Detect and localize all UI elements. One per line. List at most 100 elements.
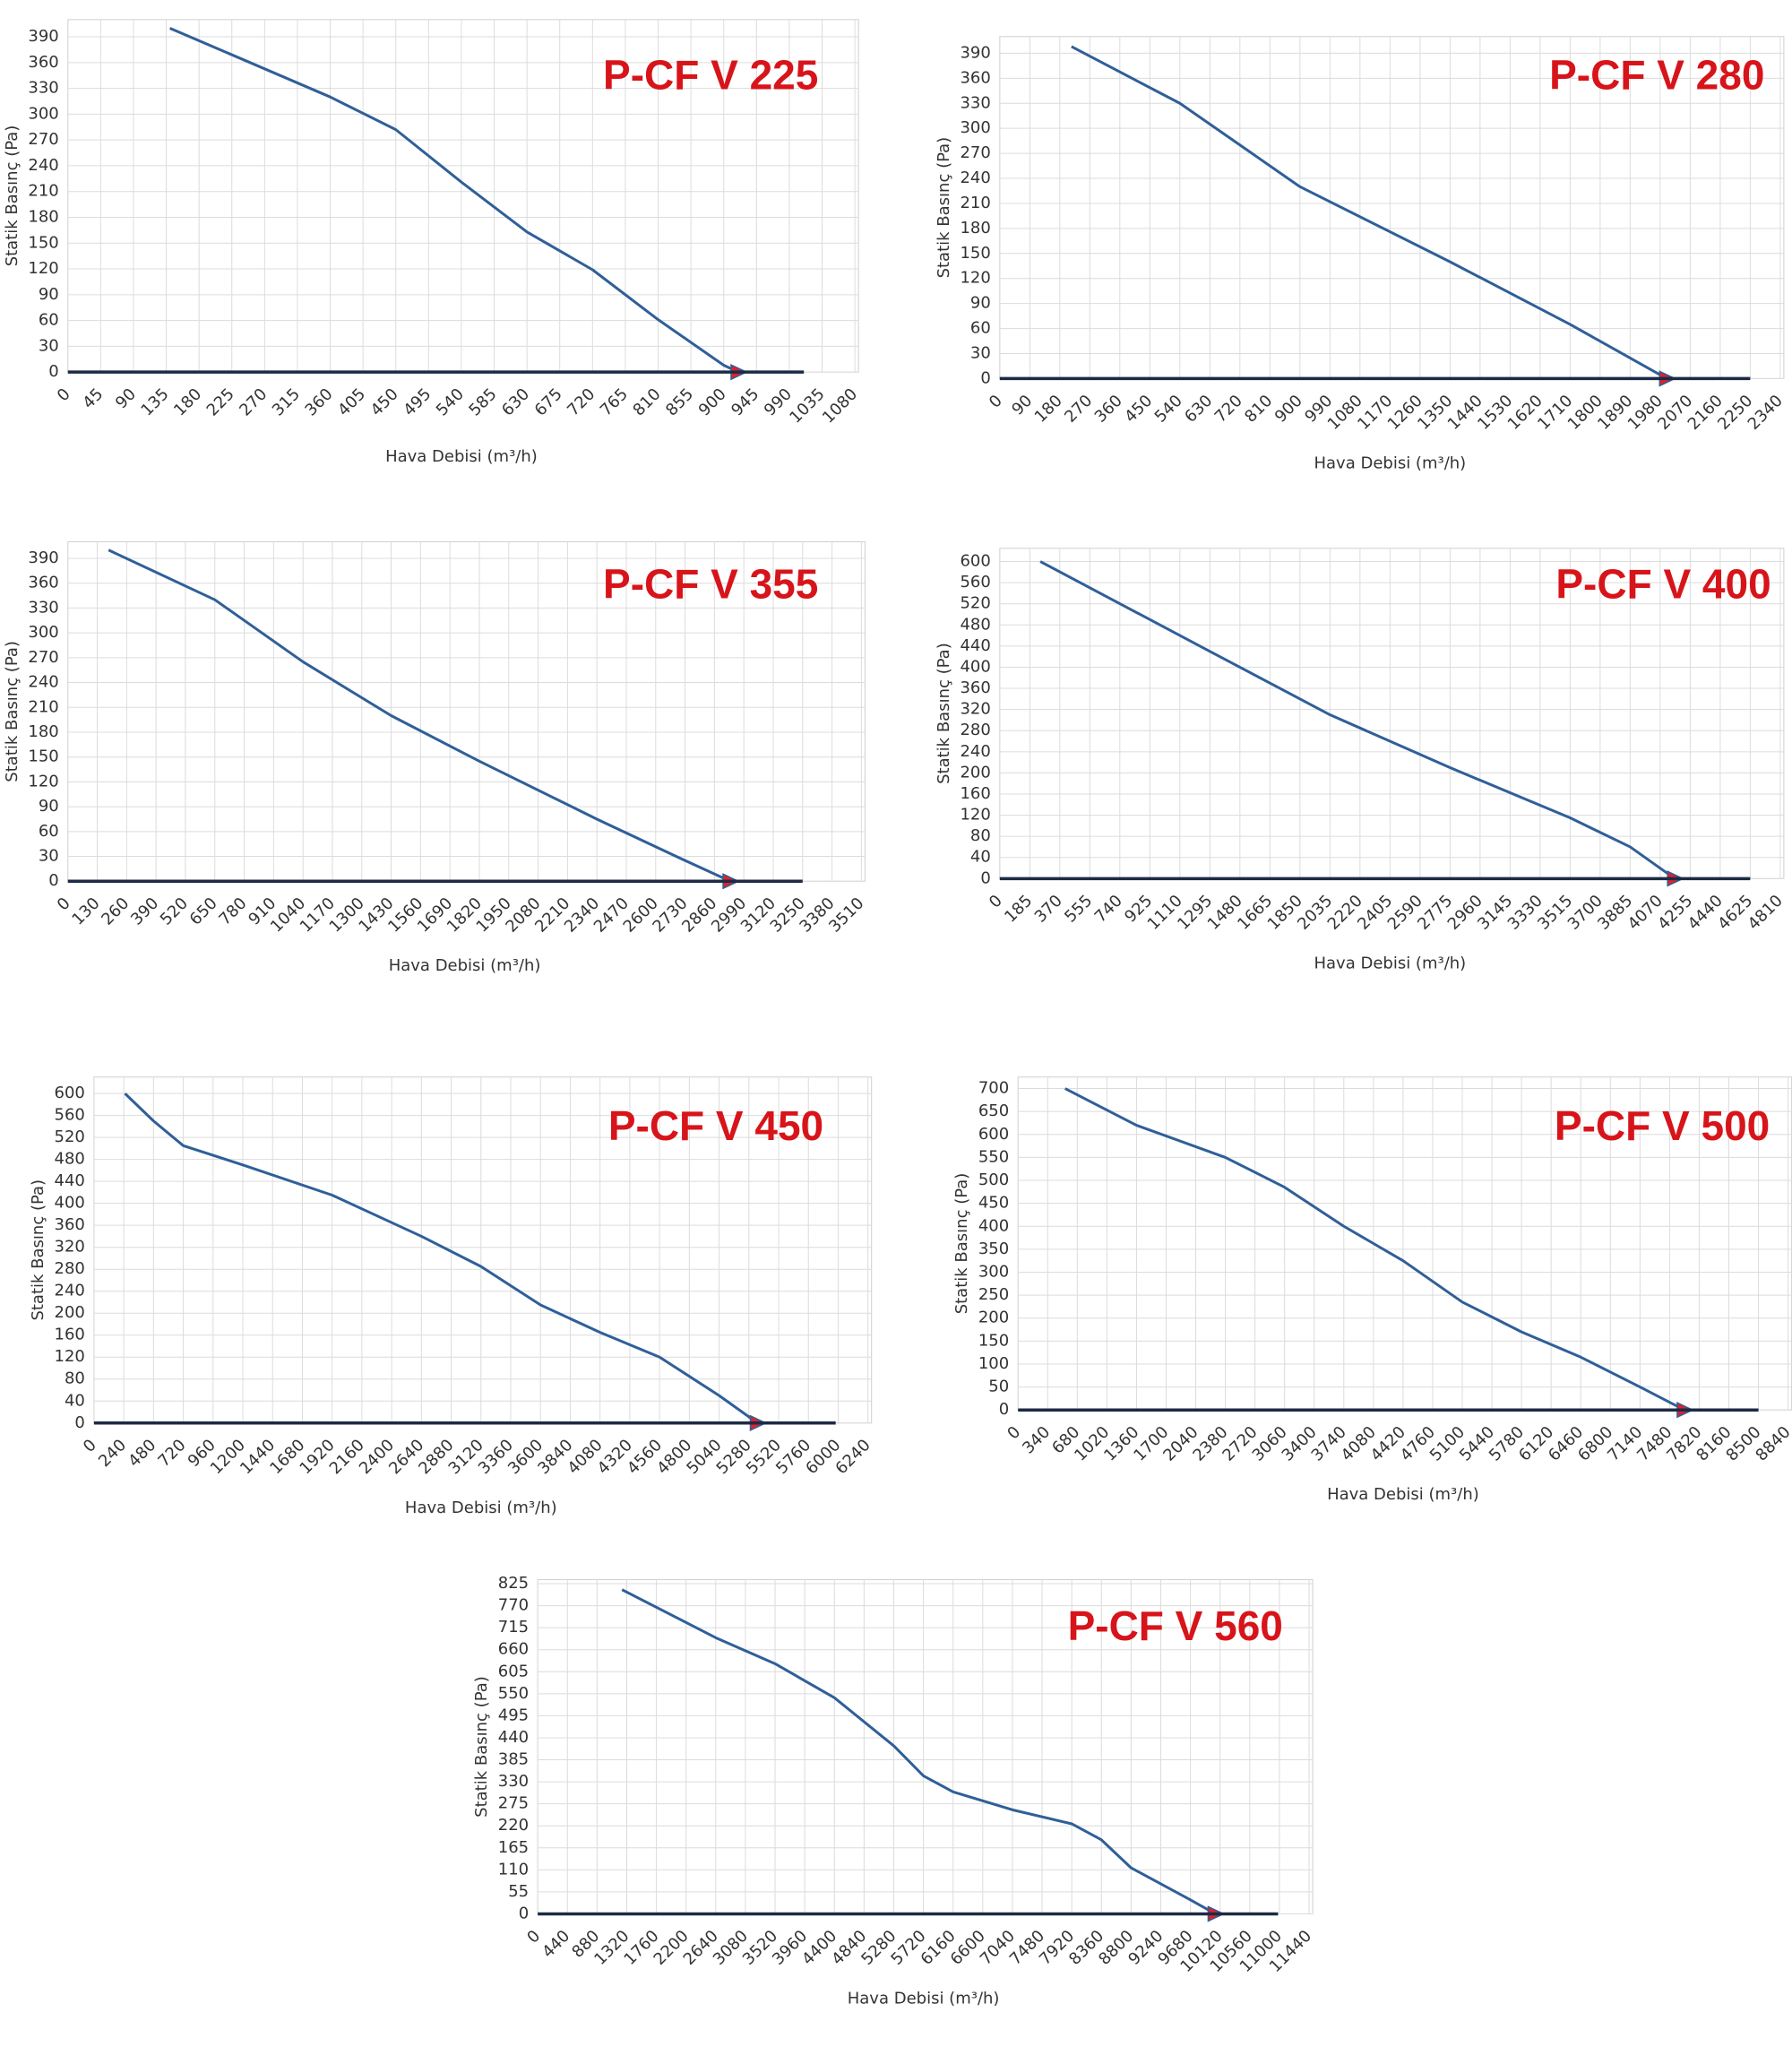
y-tick-label: 390 [28,27,58,46]
x-tick-label: 650 [186,894,221,928]
x-tick-label: 180 [170,384,205,419]
y-tick-label: 220 [498,1816,529,1835]
y-tick-label: 275 [498,1794,529,1813]
x-tick-label: 675 [531,384,566,419]
plot-area [67,19,859,373]
y-tick-label: 480 [55,1150,85,1169]
y-tick-label: 320 [55,1238,85,1257]
x-tick-label: 185 [1001,892,1036,927]
x-tick-label: 90 [112,384,140,412]
y-tick-label: 55 [508,1882,529,1901]
y-tick-label: 30 [39,336,59,355]
y-tick-label: 360 [28,53,58,72]
chart-title: P-CF V 280 [1549,52,1764,99]
y-tick-label: 180 [28,722,58,741]
x-tick-label: 740 [1091,892,1126,927]
y-axis-label: Statik Basınç (Pa) [3,125,22,267]
y-tick-label: 400 [960,657,990,676]
y-tick-label: 300 [28,623,58,642]
y-tick-label: 280 [960,721,990,739]
x-tick-label: 900 [1271,392,1306,427]
y-tick-label: 560 [55,1106,85,1125]
y-tick-label: 120 [28,259,58,278]
y-tick-label: 440 [498,1728,529,1747]
x-tick-label: 260 [98,894,133,928]
y-tick-label: 30 [39,847,59,866]
y-tick-label: 440 [55,1171,85,1190]
x-tick-label: 0 [986,392,1006,412]
chart-title: P-CF V 355 [603,561,818,608]
x-tick-label: 855 [662,384,697,419]
curve [1071,45,1668,380]
y-tick-label: 700 [978,1079,1009,1098]
x-axis-label: Hava Debisi (m³/h) [1314,954,1466,972]
x-tick-label: 270 [1061,392,1096,427]
y-tick-label: 0 [999,1400,1009,1419]
x-tick-label: 340 [1019,1422,1054,1457]
x-tick-label: 270 [236,384,271,419]
x-tick-label: 360 [301,384,336,419]
x-axis-label: Hava Debisi (m³/h) [1314,453,1466,472]
x-tick-label: 765 [597,384,632,419]
y-tick-label: 300 [960,118,990,137]
y-tick-label: 200 [55,1303,85,1322]
x-tick-label: 720 [1211,392,1246,427]
y-tick-label: 200 [960,763,990,782]
x-tick-label: 540 [433,384,468,419]
x-tick-label: 1035 [786,384,828,427]
x-tick-label: 450 [1121,392,1156,427]
y-tick-label: 240 [960,168,990,187]
y-tick-label: 150 [28,747,58,766]
x-tick-label: 555 [1061,892,1096,927]
y-tick-label: 390 [28,548,58,567]
chart-title: P-CF V 500 [1555,1102,1770,1149]
y-tick-label: 825 [498,1574,529,1593]
y-axis-label: Statik Basınç (Pa) [29,1179,47,1321]
y-tick-label: 240 [55,1282,85,1300]
y-tick-label: 0 [519,1904,529,1922]
y-tick-label: 120 [28,772,58,790]
x-tick-label: 360 [1091,392,1126,427]
curve [108,548,731,883]
y-tick-label: 0 [980,868,990,887]
y-tick-label: 360 [960,68,990,87]
y-tick-label: 660 [498,1640,529,1659]
plot-area [67,541,866,882]
x-tick-label: 390 [127,894,162,928]
x-tick-label: 8840 [1752,1422,1792,1464]
y-tick-label: 210 [28,697,58,716]
x-axis-label: Hava Debisi (m³/h) [405,1499,557,1517]
y-tick-label: 210 [28,182,58,201]
x-tick-label: 520 [157,894,192,928]
x-tick-label: 450 [367,384,402,419]
x-tick-label: 780 [215,894,250,928]
y-tick-label: 40 [65,1391,85,1410]
y-tick-label: 400 [978,1216,1009,1235]
y-tick-label: 600 [55,1084,85,1102]
x-tick-label: 4810 [1745,892,1787,934]
y-tick-label: 120 [55,1347,85,1366]
y-tick-label: 330 [498,1772,529,1791]
y-tick-label: 600 [978,1125,1009,1144]
y-tick-label: 605 [498,1662,529,1680]
curve [124,1093,759,1424]
y-tick-label: 330 [960,93,990,112]
y-axis-label: Statik Basınç (Pa) [935,137,953,279]
plot-area [93,1076,873,1424]
y-tick-label: 360 [960,678,990,697]
x-tick-label: 540 [1151,392,1186,427]
x-tick-label: 630 [498,384,533,419]
y-tick-label: 165 [498,1838,529,1857]
chart-title: P-CF V 450 [608,1102,823,1149]
y-axis-label: Statik Basınç (Pa) [935,643,953,784]
curve [621,1588,1217,1915]
y-tick-label: 320 [960,700,990,719]
y-tick-label: 150 [978,1331,1009,1350]
y-axis-label: Statik Basınç (Pa) [472,1676,491,1818]
chart-title: P-CF V 225 [603,52,818,99]
y-tick-label: 60 [39,311,59,330]
x-axis-label: Hava Debisi (m³/h) [848,1989,1000,2008]
y-tick-label: 385 [498,1750,529,1769]
y-tick-label: 50 [988,1378,1009,1396]
y-tick-label: 400 [55,1194,85,1213]
